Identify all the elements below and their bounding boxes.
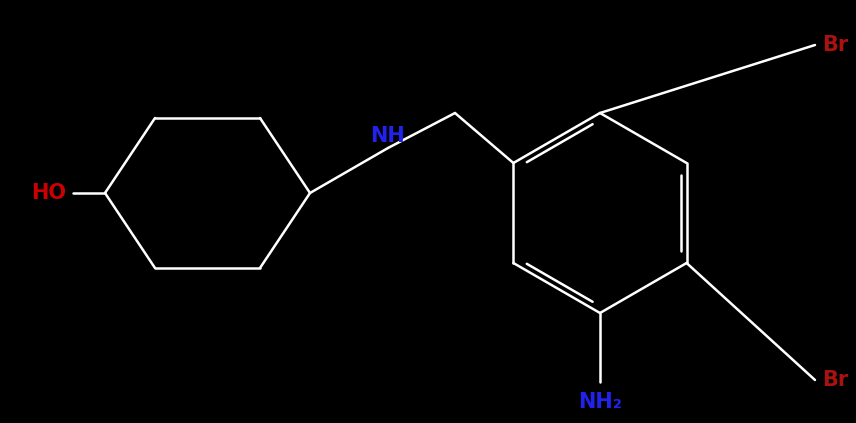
Text: NH₂: NH₂ (578, 392, 622, 412)
Text: Br: Br (822, 370, 848, 390)
Text: HO: HO (31, 183, 66, 203)
Text: Br: Br (822, 35, 848, 55)
Text: NH: NH (371, 126, 406, 146)
